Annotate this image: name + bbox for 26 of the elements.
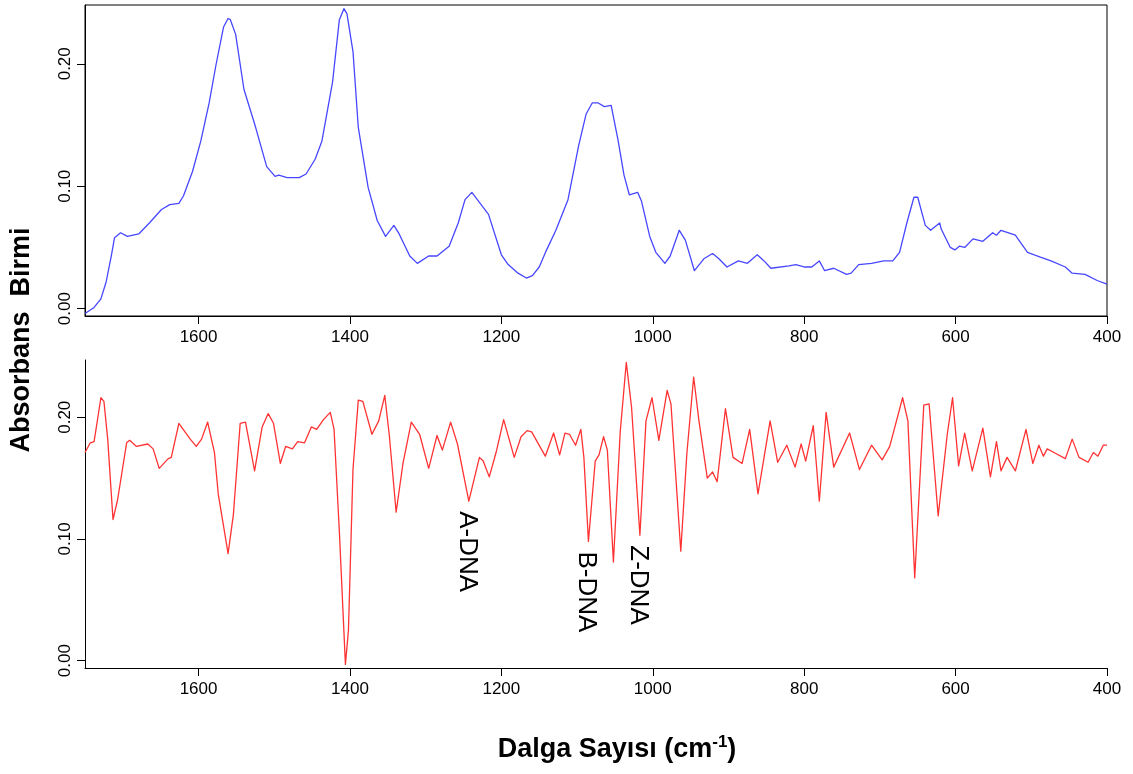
y-tick-label: 0.20 [55, 400, 74, 434]
annotation: A-DNA [453, 511, 484, 593]
y-axis-title: Absorbans Birmi [4, 227, 36, 453]
x-tick-label: 1600 [179, 327, 218, 346]
y-tick-label: 0.00 [55, 292, 74, 326]
x-tick-label: 1000 [633, 679, 672, 698]
x-axis-title: Dalga Sayısı (cm$^{-1}$) [497, 732, 737, 764]
x-tick-label: 1400 [331, 679, 369, 698]
x-tick-label: 1400 [331, 327, 369, 346]
y-tick-label: 0.20 [55, 47, 74, 81]
x-tick-label: 1000 [633, 327, 672, 346]
y-tick-label: 0.10 [55, 169, 74, 203]
x-tick-label: 400 [1092, 679, 1122, 698]
line-series [84, 361, 1108, 665]
y-tick-label: 0.10 [55, 522, 74, 556]
x-tick-label: 1200 [482, 327, 521, 346]
x-tick-label: 600 [941, 679, 970, 698]
annotation: B-DNA [573, 551, 604, 633]
x-tick-label: 400 [1092, 327, 1122, 346]
x-tick-label: 800 [790, 327, 819, 346]
x-tick-label: 1600 [179, 679, 218, 698]
y-tick-label: 0.00 [55, 644, 74, 678]
x-tick-label: 800 [790, 679, 819, 698]
x-tick-label: 1200 [482, 679, 521, 698]
x-tick-label: 600 [941, 327, 970, 346]
annotation: Z-DNA [624, 545, 655, 626]
